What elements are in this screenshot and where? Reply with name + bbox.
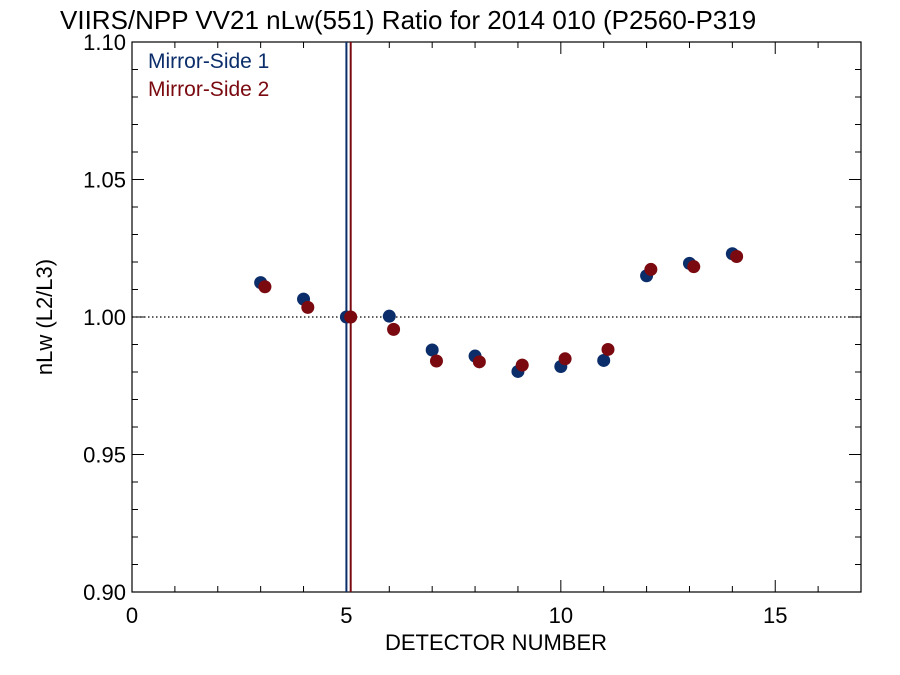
axis-ticks: 0 5 10 15 0.90 0.95 1.00 1.05 1.10 — [83, 30, 861, 628]
series-2-point — [387, 322, 401, 336]
legend: Mirror-Side 1 Mirror-Side 2 — [148, 50, 269, 101]
series-2-point — [687, 260, 701, 274]
series-2-point — [601, 342, 615, 356]
x-tick-label: 0 — [126, 603, 138, 628]
x-tick-label: 15 — [763, 603, 787, 628]
series-1-point — [597, 353, 611, 367]
series-2-point — [644, 262, 658, 276]
y-tick-label: 0.95 — [83, 443, 126, 468]
y-tick-label: 1.10 — [83, 30, 126, 55]
series-1-point — [425, 343, 439, 357]
legend-entry-1: Mirror-Side 1 — [148, 50, 269, 73]
legend-entry-2: Mirror-Side 2 — [148, 78, 269, 101]
y-tick-label: 1.00 — [83, 305, 126, 330]
series-1-point — [382, 309, 396, 323]
y-axis-label: nLw (L2/L3) — [32, 259, 57, 375]
series-2-point — [258, 280, 272, 294]
series-2-point — [558, 352, 572, 366]
chart-title: VIIRS/NPP VV21 nLw(551) Ratio for 2014 0… — [60, 5, 756, 35]
series-2-point — [301, 300, 315, 314]
x-axis-label: DETECTOR NUMBER — [385, 630, 607, 655]
x-tick-label: 5 — [340, 603, 352, 628]
series-2-point — [472, 355, 486, 369]
series-2-point — [515, 358, 529, 372]
x-tick-label: 10 — [549, 603, 573, 628]
y-tick-label: 0.90 — [83, 580, 126, 605]
series-2-point — [730, 250, 744, 263]
y-tick-label: 1.05 — [83, 168, 126, 193]
series-2-point — [344, 310, 358, 324]
data-points — [254, 247, 744, 378]
series-2-point — [429, 354, 443, 368]
